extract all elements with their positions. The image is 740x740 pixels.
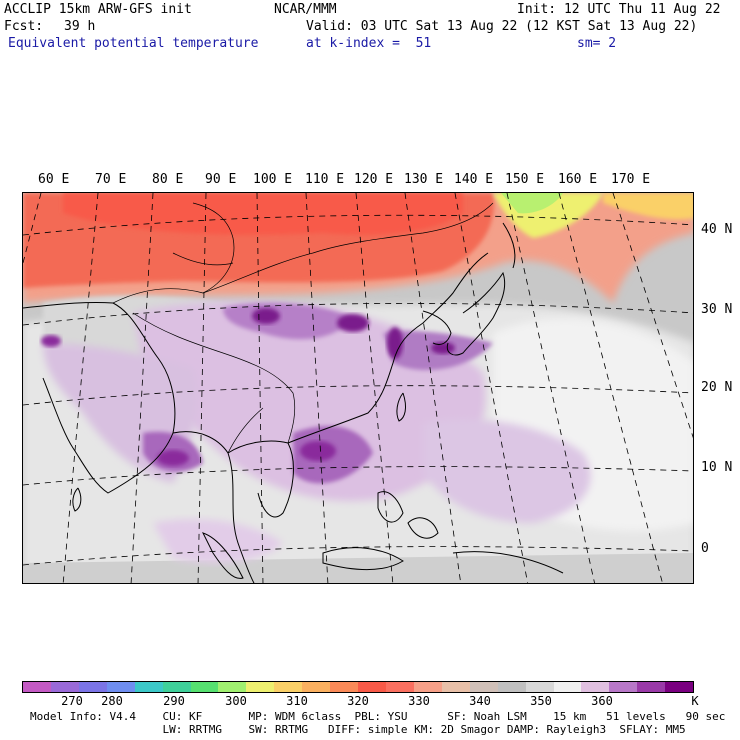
colorbar-swatch	[469, 682, 498, 692]
field-deep-red	[63, 193, 463, 235]
level-label: at k-index = 51	[306, 36, 432, 51]
colorbar-swatch	[553, 682, 582, 692]
colorbar-swatch	[637, 682, 666, 692]
colorbar-swatch	[50, 682, 79, 692]
map-svg	[23, 193, 693, 583]
colorbar-swatch	[497, 682, 526, 692]
lat-label: 20 N	[701, 380, 733, 395]
colorbar-swatch	[385, 682, 414, 692]
lon-label: 60 E	[38, 172, 70, 187]
colorbar-swatch	[218, 682, 247, 692]
lon-label: 70 E	[95, 172, 127, 187]
fcst-value: 39 h	[64, 19, 96, 34]
colorbar-swatch	[358, 682, 386, 692]
init-time: Init: 12 UTC Thu 11 Aug 22	[517, 2, 721, 17]
lon-label: 120 E	[354, 172, 394, 187]
field-deep-purple	[337, 314, 369, 332]
colorbar-swatch	[665, 682, 694, 692]
fcst-label: Fcst:	[4, 19, 44, 34]
colorbar-swatch	[23, 682, 51, 692]
lon-label: 90 E	[205, 172, 237, 187]
colorbar-swatch	[441, 682, 470, 692]
field-deep-purple	[387, 327, 403, 359]
lon-label: 150 E	[505, 172, 545, 187]
field-purple-pacific	[423, 419, 591, 523]
field-green	[501, 193, 563, 214]
lon-label: 170 E	[611, 172, 651, 187]
lon-label: 100 E	[253, 172, 293, 187]
valid-time: Valid: 03 UTC Sat 13 Aug 22 (12 KST Sat …	[306, 19, 698, 34]
lat-label: 30 N	[701, 302, 733, 317]
colorbar-swatch	[302, 682, 331, 692]
model-title: ACCLIP 15km ARW-GFS init	[4, 2, 192, 17]
colorbar-swatch	[274, 682, 303, 692]
field-deep-purple	[252, 308, 280, 324]
lat-label: 10 N	[701, 460, 733, 475]
field-purple-south	[153, 519, 283, 563]
map-panel	[22, 192, 694, 584]
org-label: NCAR/MMM	[274, 2, 337, 17]
lon-label: 140 E	[454, 172, 494, 187]
colorbar-tick-label: 270	[61, 694, 83, 708]
coastlines	[23, 222, 564, 583]
colorbar-swatch	[106, 682, 135, 692]
lat-label: 40 N	[701, 222, 733, 237]
lon-label: 80 E	[152, 172, 184, 187]
field-orange	[603, 193, 693, 220]
lon-label: 110 E	[305, 172, 345, 187]
colorbar-tick-label: 350	[530, 694, 552, 708]
smooth-label: sm= 2	[577, 36, 617, 51]
lon-label: 130 E	[404, 172, 444, 187]
model-info-line1: Model Info: V4.4 CU: KF MP: WDM 6class P…	[30, 710, 726, 723]
colorbar-swatch	[190, 682, 219, 692]
field-deep-purple	[300, 441, 336, 461]
colorbar-swatch	[162, 682, 191, 692]
colorbar-tick-label: 290	[163, 694, 185, 708]
colorbar-swatch	[413, 682, 442, 692]
colorbar-tick-label: 280	[101, 694, 123, 708]
colorbar-swatch	[581, 682, 610, 692]
colorbar-unit: K	[691, 694, 699, 708]
colorbar-tick-label: 360	[591, 694, 613, 708]
field-deep-purple	[157, 450, 189, 466]
colorbar-swatch	[330, 682, 359, 692]
colorbar-tick-label: 340	[469, 694, 491, 708]
colorbar-tick-label: 300	[225, 694, 247, 708]
colorbar-swatch	[134, 682, 163, 692]
colorbar-tick-label: 320	[347, 694, 369, 708]
colorbar-swatch	[609, 682, 638, 692]
borders	[112, 202, 494, 454]
graticule	[23, 193, 693, 583]
field-deep-purple	[431, 342, 455, 354]
field-deep-purple	[41, 335, 61, 347]
field-name: Equivalent potential temperature	[8, 36, 259, 51]
colorbar-tick-label: 330	[408, 694, 430, 708]
lat-label: 0	[701, 541, 709, 556]
colorbar-swatch	[78, 682, 107, 692]
model-info-line2: LW: RRTMG SW: RRTMG DIFF: simple KM: 2D …	[30, 723, 686, 736]
colorbar	[22, 681, 694, 693]
colorbar-swatch	[246, 682, 275, 692]
lon-label: 160 E	[558, 172, 598, 187]
colorbar-tick-label: 310	[286, 694, 308, 708]
colorbar-swatch	[525, 682, 554, 692]
